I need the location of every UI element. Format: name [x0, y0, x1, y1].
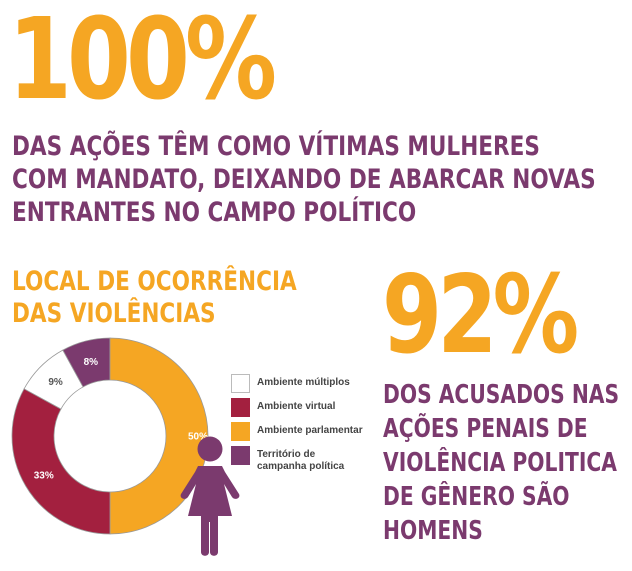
legend-item: Ambiente parlamentar — [231, 422, 367, 441]
donut-slice — [11, 388, 111, 535]
legend-swatch — [231, 446, 250, 465]
caption-line: HOMENS — [383, 516, 483, 546]
donut-chart: 8% 50% 33% 9% — [11, 337, 209, 535]
legend-label: Território de campanha política — [257, 449, 345, 472]
stat-100-caption: DAS AÇÕES TÊM COMO VÍTIMAS MULHERES COM … — [12, 130, 596, 229]
woman-figure-icon — [180, 436, 240, 556]
legend-label: Ambiente parlamentar — [257, 425, 363, 436]
donut-slice-label: 50% — [188, 432, 208, 443]
legend-item: Território de campanha política — [231, 446, 367, 473]
caption-line: DE GÊNERO SÃO — [383, 482, 570, 512]
legend-item: Ambiente virtual — [231, 398, 367, 417]
stat-92-value: 92% — [382, 253, 579, 378]
caption-line: VIOLÊNCIA POLITICA — [383, 448, 617, 478]
donut-slice — [23, 349, 84, 410]
donut-slice — [109, 337, 209, 535]
legend-swatch — [231, 374, 250, 393]
stat-92-caption: DOS ACUSADOS NAS AÇÕES PENAIS DE VIOLÊNC… — [383, 378, 625, 548]
donut-slice-label: 9% — [48, 377, 63, 388]
legend-swatch — [231, 422, 250, 441]
legend-swatch — [231, 398, 250, 417]
legend-label: Ambiente virtual — [257, 401, 336, 412]
caption-line: COM MANDATO, DEIXANDO DE ABARCAR NOVAS — [12, 164, 596, 195]
caption-line: DOS ACUSADOS NAS — [383, 380, 620, 410]
caption-line: ENTRANTES NO CAMPO POLÍTICO — [12, 197, 417, 228]
caption-line: AÇÕES PENAIS DE — [383, 414, 588, 444]
donut-slice-label: 8% — [84, 357, 99, 368]
chart-title-line: DAS VIOLÊNCIAS — [12, 298, 216, 329]
stat-100-value: 100% — [8, 0, 277, 125]
caption-line: DAS AÇÕES TÊM COMO VÍTIMAS MULHERES — [12, 131, 540, 162]
chart-title-line: LOCAL DE OCORRÊNCIA — [12, 266, 297, 297]
legend-label: Ambiente múltiplos — [257, 377, 350, 388]
chart-title: LOCAL DE OCORRÊNCIA DAS VIOLÊNCIAS — [12, 266, 297, 330]
donut-slice-label: 33% — [34, 471, 54, 482]
legend-item: Ambiente múltiplos — [231, 374, 367, 393]
